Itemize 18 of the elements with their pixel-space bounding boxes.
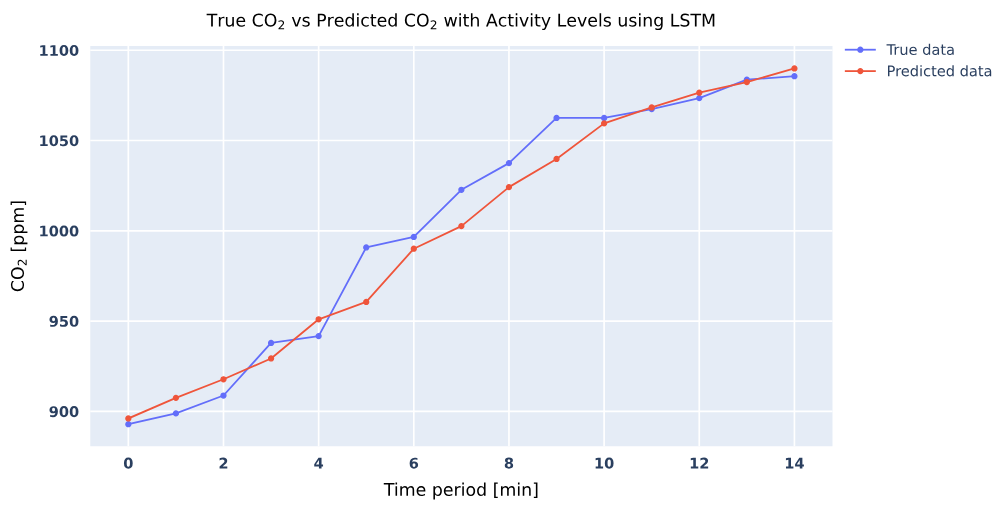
- x-tick-label: 0: [123, 457, 133, 469]
- y-tick-label: 1000: [40, 225, 79, 237]
- x-tick-label: 2: [219, 457, 228, 469]
- chart-title: True CO$_{2}$ vs Predicted CO$_{2}$ with Activity Levels using LSTM: [206, 13, 715, 31]
- x-tick-label: 6: [409, 457, 419, 469]
- x-tick-label: 10: [595, 457, 614, 469]
- y-tick-label: 1100: [40, 44, 79, 56]
- x-tick-label: 8: [504, 457, 514, 469]
- y-axis-title: CO$_{2}$ [ppm]: [10, 201, 28, 292]
- legend-label: Predicted data: [888, 65, 992, 77]
- x-tick-label: 4: [314, 457, 324, 469]
- y-tick-label: 900: [49, 406, 79, 418]
- x-axis-title: Time period [min]: [383, 482, 538, 500]
- x-tick-label: 12: [690, 457, 709, 469]
- x-tick-label: 14: [785, 457, 804, 469]
- y-tick-label: 950: [49, 315, 79, 327]
- legend-label: True data: [886, 43, 954, 56]
- y-tick-label: 1050: [40, 135, 79, 147]
